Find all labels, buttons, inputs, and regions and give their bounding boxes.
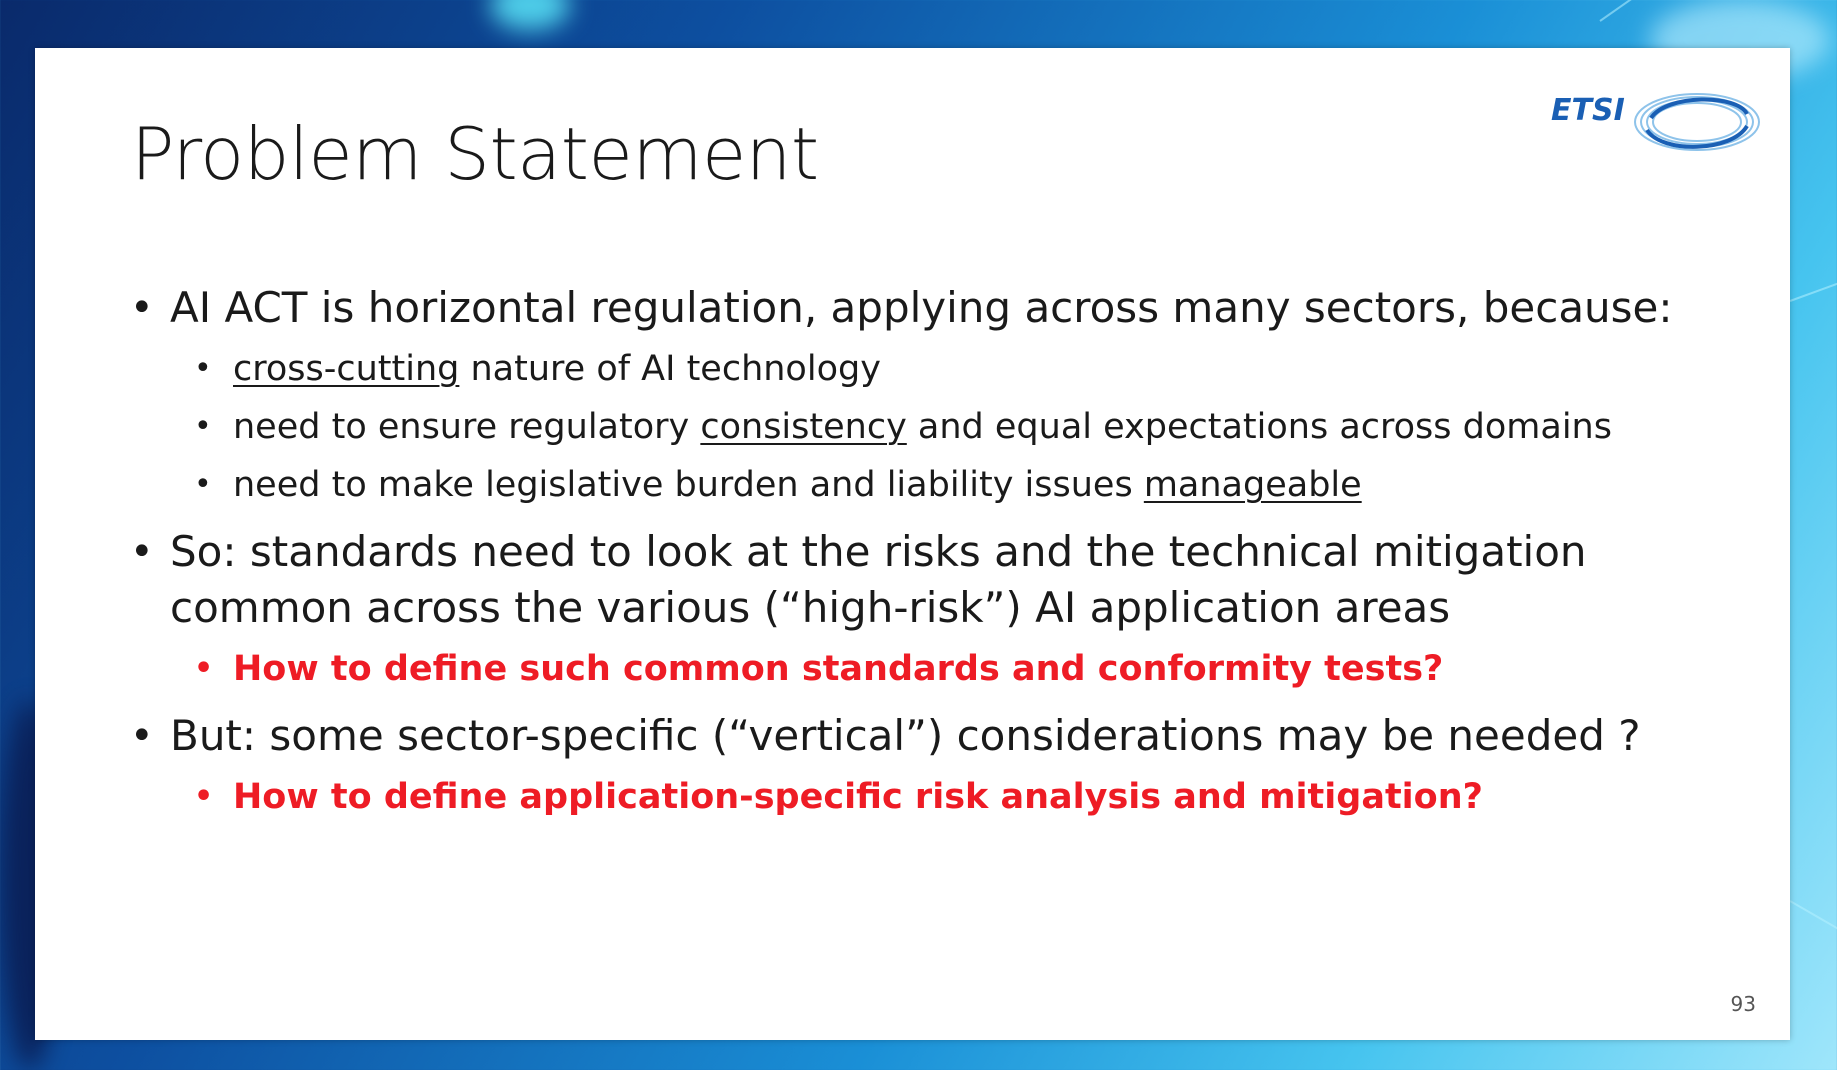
slide-title: Problem Statement	[131, 112, 819, 196]
bullet-horizontal-regulation: AI ACT is horizontal regulation, applyin…	[130, 280, 1750, 336]
underlined-term: consistency	[700, 407, 907, 447]
etsi-logo: ETSI	[1551, 93, 1760, 151]
sub-bullet-list: How to define application-specific risk …	[130, 768, 1750, 826]
bullet-text: So: standards need to look at the risks …	[170, 527, 1587, 632]
etsi-logo-text: ETSI	[1551, 93, 1625, 128]
slide: Problem Statement ETSI AI ACT is horizon…	[35, 48, 1790, 1040]
bullet-list: AI ACT is horizontal regulation, applyin…	[130, 280, 1750, 836]
bullet-sector-specific: But: some sector-specific (“vertical”) c…	[130, 708, 1750, 764]
underlined-term: manageable	[1143, 465, 1362, 505]
bullet-text: AI ACT is horizontal regulation, applyin…	[170, 283, 1673, 332]
background-glow	[490, 0, 570, 30]
sub-bullet-list: cross-cutting nature of AI technology ne…	[130, 340, 1750, 514]
background-line	[1789, 279, 1837, 302]
sub-bullet-manageable: need to make legislative burden and liab…	[192, 456, 1750, 514]
bullet-text: But: some sector-specific (“vertical”) c…	[170, 711, 1641, 760]
sub-bullet-question-application-specific: How to define application-specific risk …	[192, 768, 1750, 826]
page-number: 93	[1730, 992, 1756, 1016]
bullet-standards-common-risks: So: standards need to look at the risks …	[130, 524, 1750, 636]
sub-bullet-consistency: need to ensure regulatory consistency an…	[192, 398, 1750, 456]
sub-bullet-list: How to define such common standards and …	[130, 640, 1750, 698]
sub-bullet-cross-cutting: cross-cutting nature of AI technology	[192, 340, 1750, 398]
background-line	[1789, 900, 1837, 932]
sub-bullet-question-common-standards: How to define such common standards and …	[192, 640, 1750, 698]
underlined-term: cross-cutting	[233, 349, 460, 389]
